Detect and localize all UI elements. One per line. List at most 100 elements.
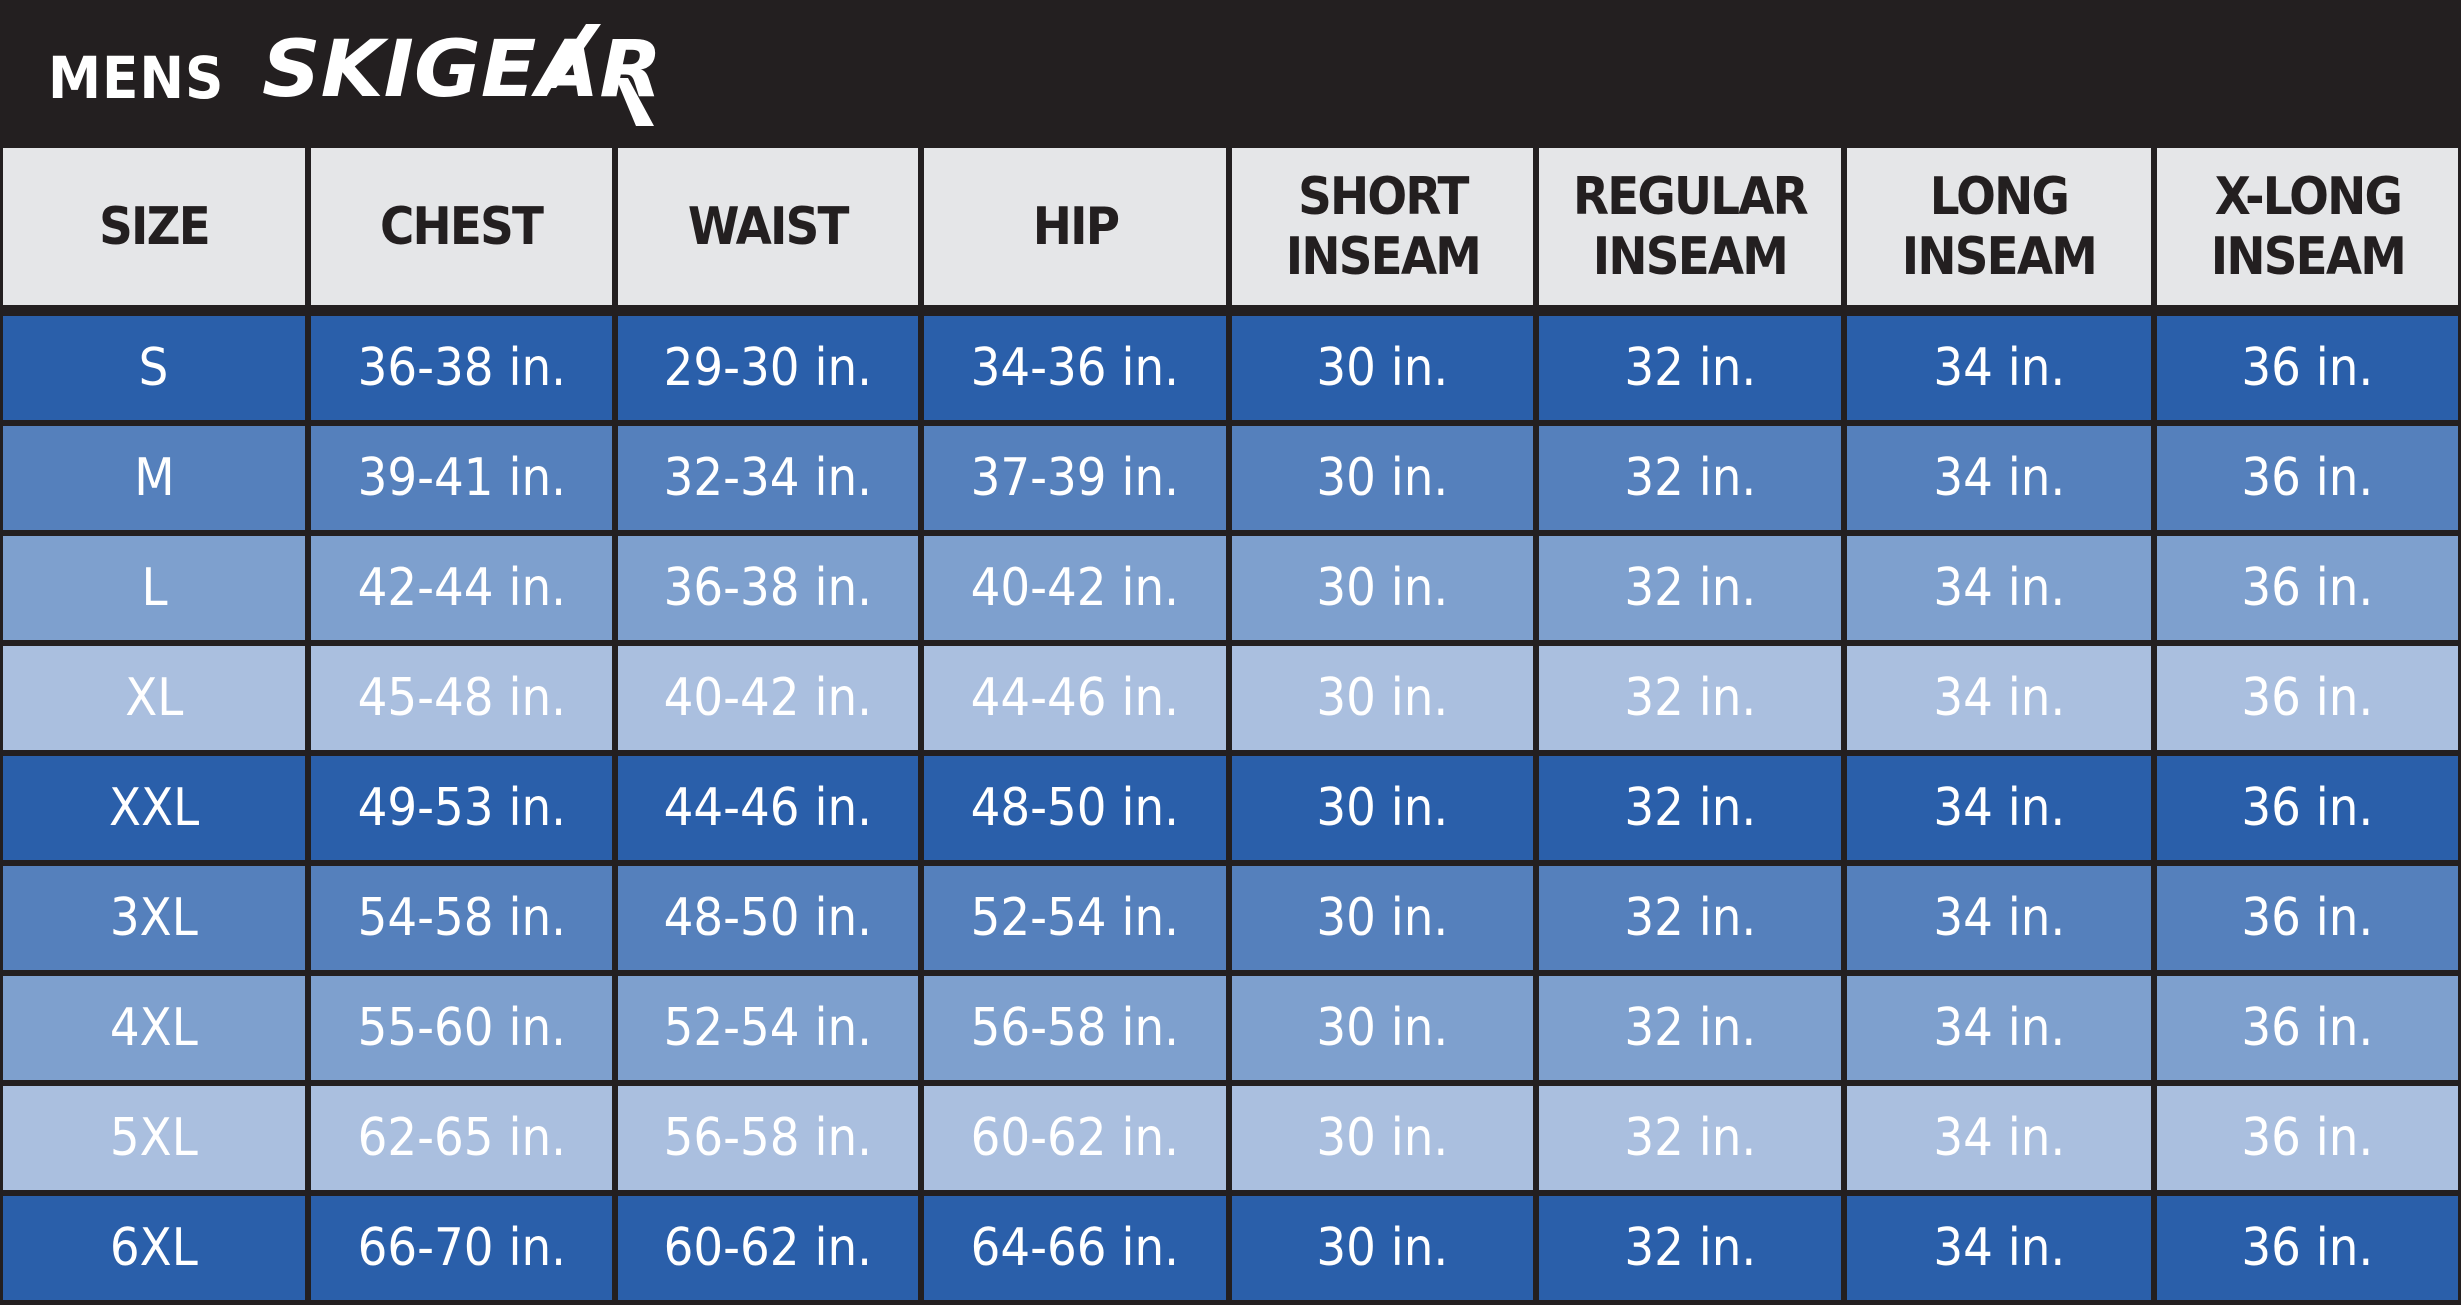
cell-value: 52-54 in. [970, 888, 1180, 948]
cell-size: 4XL [3, 976, 305, 1080]
cell-value: M [133, 448, 175, 508]
cell-value: 30 in. [1316, 448, 1449, 508]
cell-size: XL [3, 646, 305, 750]
cell-regular-inseam: 32 in. [1539, 756, 1841, 860]
cell-value: 32 in. [1624, 338, 1756, 398]
cell-short-inseam: 30 in. [1232, 646, 1533, 750]
column-header-label: SIZE [99, 196, 211, 257]
cell-value: 36 in. [2241, 778, 2374, 838]
cell-value: 60-62 in. [663, 1218, 873, 1278]
cell-value: 4XL [110, 998, 198, 1058]
cell-size: 6XL [3, 1196, 305, 1300]
cell-chest: 42-44 in. [311, 536, 612, 640]
cell-short-inseam: 30 in. [1232, 1196, 1533, 1300]
cell-regular-inseam: 32 in. [1539, 536, 1841, 640]
cell-short-inseam: 30 in. [1232, 756, 1533, 860]
cell-value: 32 in. [1624, 448, 1756, 508]
cell-regular-inseam: 32 in. [1539, 1196, 1841, 1300]
cell-waist: 60-62 in. [618, 1196, 918, 1300]
cell-value: 34 in. [1933, 998, 2065, 1058]
cell-value: XXL [108, 778, 200, 838]
cell-value: 32 in. [1624, 1108, 1756, 1168]
column-header-label: CHEST [380, 196, 544, 257]
cell-long-inseam: 34 in. [1847, 426, 2151, 530]
cell-value: 32 in. [1624, 778, 1756, 838]
cell-x-long-inseam: 36 in. [2157, 536, 2458, 640]
cell-value: 36 in. [2241, 448, 2374, 508]
cell-waist: 56-58 in. [618, 1086, 918, 1190]
cell-hip: 48-50 in. [924, 756, 1226, 860]
cell-value: 64-66 in. [970, 1218, 1180, 1278]
cell-value: 34 in. [1933, 668, 2065, 728]
table-row: XXL 49-53 in. 44-46 in. 48-50 in. 30 in. 32 i… [0, 753, 2461, 863]
cell-value: 45-48 in. [357, 668, 566, 728]
cell-value: 44-46 in. [663, 778, 873, 838]
cell-regular-inseam: 32 in. [1539, 316, 1841, 420]
cell-value: 34-36 in. [970, 338, 1180, 398]
cell-value: 36 in. [2241, 1218, 2374, 1278]
cell-value: 30 in. [1316, 778, 1449, 838]
cell-chest: 36-38 in. [311, 316, 612, 420]
table-row: S 36-38 in. 29-30 in. 34-36 in. 30 in. 32 in.… [0, 313, 2461, 423]
cell-regular-inseam: 32 in. [1539, 866, 1841, 970]
table-row: 6XL 66-70 in. 60-62 in. 64-66 in. 30 in. 32 i… [0, 1193, 2461, 1303]
brand-text: SKIGEAR [262, 25, 662, 115]
cell-waist: 36-38 in. [618, 536, 918, 640]
cell-waist: 29-30 in. [618, 316, 918, 420]
cell-regular-inseam: 32 in. [1539, 426, 1841, 530]
cell-value: 34 in. [1933, 338, 2065, 398]
cell-value: 37-39 in. [970, 448, 1180, 508]
cell-chest: 49-53 in. [311, 756, 612, 860]
cell-value: 56-58 in. [663, 1108, 873, 1168]
cell-long-inseam: 34 in. [1847, 976, 2151, 1080]
cell-value: 6XL [110, 1218, 198, 1278]
cell-value: 3XL [110, 888, 198, 948]
cell-hip: 56-58 in. [924, 976, 1226, 1080]
table-row: 4XL 55-60 in. 52-54 in. 56-58 in. 30 in. 32 i… [0, 973, 2461, 1083]
cell-value: 49-53 in. [357, 778, 566, 838]
cell-short-inseam: 30 in. [1232, 866, 1533, 970]
cell-hip: 34-36 in. [924, 316, 1226, 420]
cell-size: M [3, 426, 305, 530]
cell-value: 30 in. [1316, 558, 1449, 618]
cell-value: 36 in. [2241, 558, 2374, 618]
cell-short-inseam: 30 in. [1232, 536, 1533, 640]
cell-value: 36 in. [2241, 888, 2374, 948]
cell-chest: 39-41 in. [311, 426, 612, 530]
gender-label: MENS [48, 44, 225, 112]
cell-x-long-inseam: 36 in. [2157, 1086, 2458, 1190]
cell-x-long-inseam: 36 in. [2157, 866, 2458, 970]
cell-value: 32 in. [1624, 888, 1756, 948]
cell-x-long-inseam: 36 in. [2157, 1196, 2458, 1300]
cell-value: 40-42 in. [663, 668, 873, 728]
cell-chest: 55-60 in. [311, 976, 612, 1080]
cell-x-long-inseam: 36 in. [2157, 316, 2458, 420]
cell-long-inseam: 34 in. [1847, 646, 2151, 750]
table-row: 3XL 54-58 in. 48-50 in. 52-54 in. 30 in. 32 i… [0, 863, 2461, 973]
cell-size: S [3, 316, 305, 420]
title-bar: MENS SKIGEAR [0, 0, 2461, 145]
column-header-size: SIZE [3, 148, 305, 305]
cell-x-long-inseam: 36 in. [2157, 976, 2458, 1080]
cell-value: 56-58 in. [970, 998, 1180, 1058]
cell-value: 54-58 in. [357, 888, 566, 948]
cell-value: 5XL [110, 1108, 198, 1168]
cell-value: 30 in. [1316, 338, 1449, 398]
cell-value: 66-70 in. [357, 1218, 566, 1278]
cell-value: 30 in. [1316, 1218, 1449, 1278]
column-header-chest: CHEST [311, 148, 612, 305]
cell-value: 36-38 in. [357, 338, 566, 398]
cell-regular-inseam: 32 in. [1539, 976, 1841, 1080]
cell-chest: 66-70 in. [311, 1196, 612, 1300]
cell-value: 30 in. [1316, 998, 1449, 1058]
cell-value: 34 in. [1933, 558, 2065, 618]
cell-value: L [140, 558, 168, 618]
cell-chest: 54-58 in. [311, 866, 612, 970]
cell-hip: 60-62 in. [924, 1086, 1226, 1190]
cell-size: L [3, 536, 305, 640]
cell-hip: 64-66 in. [924, 1196, 1226, 1300]
cell-long-inseam: 34 in. [1847, 316, 2151, 420]
cell-value: 32 in. [1624, 668, 1756, 728]
cell-size: XXL [3, 756, 305, 860]
column-header-x-long-inseam: X-LONG INSEAM [2157, 148, 2458, 305]
